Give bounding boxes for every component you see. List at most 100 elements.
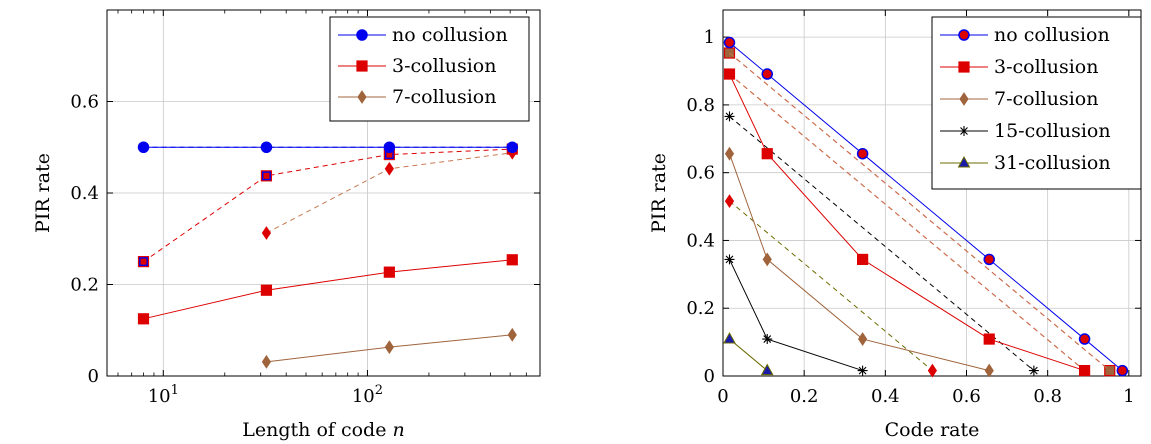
legend-swatch-marker [959, 92, 969, 106]
x-tick-label: 0.6 [952, 386, 981, 407]
data-point [762, 252, 772, 267]
data-point [506, 254, 518, 266]
data-point-inner [386, 151, 393, 158]
y-axis-label: PIR rate [32, 153, 54, 233]
data-point [507, 327, 517, 342]
data-point [723, 36, 736, 49]
legend-label: 7-collusion [392, 86, 496, 108]
series-line [729, 200, 933, 371]
data-point [384, 161, 394, 176]
data-point [724, 146, 735, 161]
series-3-collusion [137, 254, 518, 325]
data-point [724, 254, 735, 265]
series-line [729, 338, 768, 371]
data-point [857, 365, 868, 376]
series-no-collusion [723, 36, 1129, 377]
data-point [261, 354, 272, 369]
data-point [984, 363, 994, 378]
data-point [137, 141, 150, 153]
y-tick-label: 0.6 [70, 92, 99, 113]
data-point [1078, 333, 1091, 345]
data-point [383, 266, 395, 278]
series-7-collusion [261, 327, 517, 369]
data-point [761, 148, 773, 160]
data-point-inner [263, 172, 270, 179]
data-point [762, 334, 773, 345]
legend-swatch-marker [356, 60, 368, 72]
data-point [260, 284, 273, 296]
legend-label: 15-collusion [994, 120, 1111, 142]
y-tick-label: 0 [704, 366, 715, 387]
data-point [983, 253, 995, 266]
series-line [729, 52, 1111, 371]
data-point [261, 226, 272, 240]
data-point [383, 141, 396, 153]
series-dashed-4 [137, 143, 518, 268]
legend-label: 7-collusion [994, 88, 1098, 110]
x-tick-label: 101 [148, 383, 179, 407]
data-point [856, 147, 869, 160]
series-dashed-7 [729, 52, 1111, 371]
series-line [143, 259, 513, 320]
legend: no collusion 3-collusion 7-collusion [329, 16, 530, 122]
series-31-collusion [723, 332, 774, 376]
x-tick-label: 0 [717, 386, 728, 407]
data-point [506, 141, 519, 153]
data-point [858, 332, 868, 346]
legend-swatch-marker [958, 29, 970, 41]
series-15-collusion [724, 254, 868, 376]
legend-swatch-marker [356, 29, 368, 41]
series-dashed-9 [724, 111, 1039, 376]
legend-swatch-marker [957, 155, 971, 168]
data-point [857, 253, 869, 266]
chart-panel-2: 0 0.2 0.4 0.6 0.8 1 0 0.2 0.4 0.6 0.8 1 Code rate PIR… [648, 9, 1142, 441]
series-line [729, 153, 990, 372]
data-point [927, 363, 938, 378]
legend-label: 31-collusion [994, 152, 1111, 174]
legend-swatch-marker [959, 126, 969, 136]
legend-swatch-marker [958, 61, 970, 73]
data-point [1116, 364, 1129, 377]
legend-label: 3-collusion [994, 56, 1098, 78]
series-7-collusion [724, 146, 994, 378]
y-tick-label: 0.6 [686, 163, 715, 184]
data-point [723, 68, 736, 80]
y-axis-label: PIR rate [648, 153, 670, 233]
data-point [760, 363, 774, 376]
minor-ticks [117, 10, 541, 376]
y-tick-label: 0.4 [686, 230, 715, 251]
legend-label: no collusion [392, 24, 508, 46]
legend-box [931, 16, 1142, 190]
x-tick-label: 1 [1123, 386, 1134, 407]
x-tick-label: 0.4 [871, 386, 900, 407]
data-point [260, 141, 273, 153]
legend-label: 3-collusion [392, 55, 496, 77]
y-tick-label: 1 [704, 27, 715, 48]
y-tick-label: 0.2 [70, 275, 99, 296]
data-point-inner [140, 258, 147, 265]
series-line [729, 259, 863, 372]
series-3-collusion [723, 68, 1091, 377]
data-point [761, 68, 773, 80]
ticks: 101 102 0 0.2 0.4 0.6 [70, 10, 540, 407]
y-tick-label: 0.8 [686, 95, 715, 116]
data-point [724, 194, 735, 209]
chart-panel-1: 101 102 0 0.2 0.4 0.6 Length of code n PIR rate… [32, 9, 541, 441]
ticks: 0 0.2 0.4 0.6 0.8 1 0 0.2 0.4 0.6 0.8 1 [686, 10, 1141, 407]
legend: no collusion 3-collusion 7-collusion 15-col… [931, 16, 1142, 190]
data-point [137, 313, 150, 325]
series-no-collusion [137, 141, 519, 153]
data-point [1078, 364, 1091, 377]
y-tick-label: 0.2 [686, 298, 715, 319]
y-tick-label: 0 [88, 366, 99, 387]
data-point [724, 111, 735, 122]
series-line [729, 42, 1123, 371]
series-dashed-10 [724, 194, 938, 378]
data-point [1028, 365, 1039, 376]
legend-label: no collusion [994, 24, 1110, 46]
x-tick-label: 0.8 [1033, 386, 1062, 407]
series-line [143, 148, 513, 263]
x-axis-label: Length of code n [242, 419, 404, 441]
series-line [729, 116, 1035, 371]
